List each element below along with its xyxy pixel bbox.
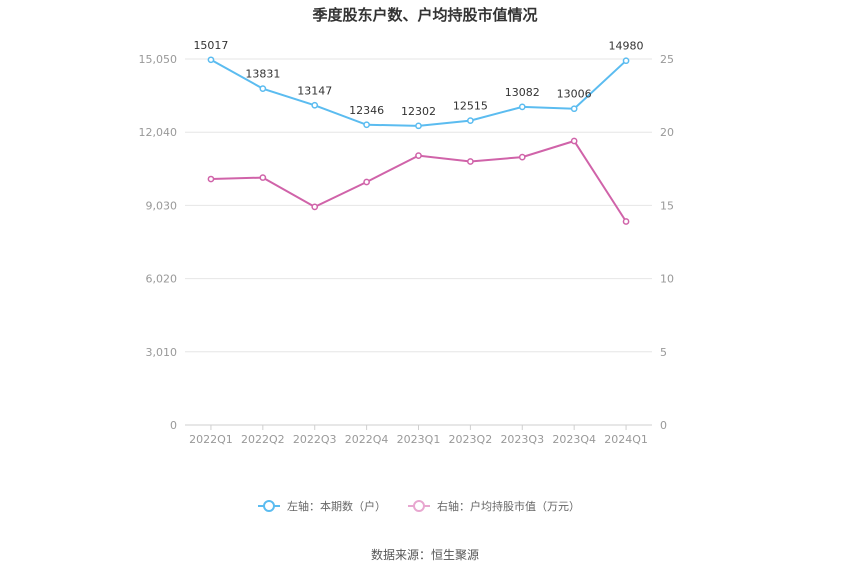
x-tick-label: 2022Q2 xyxy=(241,433,285,446)
legend-marker-right xyxy=(413,500,425,512)
legend-label-right: 右轴：户均持股市值（万元） xyxy=(437,499,580,513)
data-point-left[interactable] xyxy=(311,101,319,109)
data-point-left[interactable] xyxy=(467,117,474,124)
data-point-right[interactable] xyxy=(415,152,422,159)
legend-marker-left xyxy=(263,500,275,512)
data-point-left[interactable] xyxy=(363,121,370,129)
left-tick-label: 9,030 xyxy=(146,199,178,212)
data-label: 13006 xyxy=(557,88,592,101)
left-tick-label: 3,010 xyxy=(146,346,178,359)
legend-label-left: 左轴：本期数（户） xyxy=(287,499,386,513)
legend: 左轴：本期数（户） 右轴：户均持股市值（万元） xyxy=(258,499,580,513)
data-point-right[interactable] xyxy=(207,175,215,183)
legend-item-right-series[interactable]: 右轴：户均持股市值（万元） xyxy=(408,499,580,513)
data-label: 13082 xyxy=(505,86,540,99)
data-label: 13831 xyxy=(245,68,280,81)
x-tick-label: 2023Q4 xyxy=(552,433,596,446)
data-label: 13147 xyxy=(297,84,332,97)
data-point-left[interactable] xyxy=(259,85,267,92)
legend-item-left-series[interactable]: 左轴：本期数（户） xyxy=(258,499,386,513)
left-tick-label: 12,040 xyxy=(139,126,178,139)
chart-title: 季度股东户数、户均持股市值情况 xyxy=(312,6,537,24)
data-point-right[interactable] xyxy=(467,158,474,165)
data-point-right[interactable] xyxy=(518,153,526,161)
data-label: 12515 xyxy=(453,100,488,113)
right-tick-label: 5 xyxy=(660,346,667,359)
x-tick-label: 2023Q3 xyxy=(500,433,544,446)
data-label: 12346 xyxy=(349,104,384,117)
data-point-right[interactable] xyxy=(259,174,267,181)
x-tick-label: 2023Q2 xyxy=(449,433,493,446)
x-tick-label: 2022Q4 xyxy=(345,433,389,446)
x-axis-ticks: 2022Q1 2022Q2 2022Q3 2022Q4 2023Q1 2023Q2 2023… xyxy=(189,425,648,446)
x-tick-label: 2023Q1 xyxy=(397,433,441,446)
x-tick-label: 2022Q1 xyxy=(189,433,233,446)
series-layer xyxy=(207,56,630,225)
data-point-left[interactable] xyxy=(207,56,215,64)
right-tick-label: 15 xyxy=(660,199,674,212)
left-tick-label: 15,050 xyxy=(139,53,178,66)
data-point-right[interactable] xyxy=(622,218,630,225)
data-point-left[interactable] xyxy=(570,105,578,113)
data-point-right[interactable] xyxy=(570,137,578,145)
left-tick-label: 6,020 xyxy=(146,273,178,286)
data-point-right[interactable] xyxy=(311,203,319,211)
source-note: 数据来源：恒生聚源 xyxy=(371,547,479,562)
data-point-right[interactable] xyxy=(363,178,370,186)
data-label: 14980 xyxy=(609,40,644,53)
x-tick-label: 2022Q3 xyxy=(293,433,337,446)
left-tick-label: 0 xyxy=(170,419,177,432)
data-point-left[interactable] xyxy=(622,57,630,65)
x-tick-label: 2024Q1 xyxy=(604,433,648,446)
data-point-left[interactable] xyxy=(518,103,526,111)
right-tick-label: 0 xyxy=(660,419,667,432)
data-label: 15017 xyxy=(193,39,228,52)
right-tick-label: 20 xyxy=(660,126,674,139)
right-axis-ticks: 0 5 10 15 20 25 xyxy=(660,53,674,432)
data-labels: 15017 13831 13147 12346 12302 12515 13082 13006… xyxy=(193,39,643,118)
right-tick-label: 25 xyxy=(660,53,674,66)
right-tick-label: 10 xyxy=(660,273,674,286)
data-label: 12302 xyxy=(401,105,436,118)
data-point-left[interactable] xyxy=(415,122,422,130)
left-axis-ticks: 0 3,010 6,020 9,030 12,040 15,050 xyxy=(139,53,178,432)
